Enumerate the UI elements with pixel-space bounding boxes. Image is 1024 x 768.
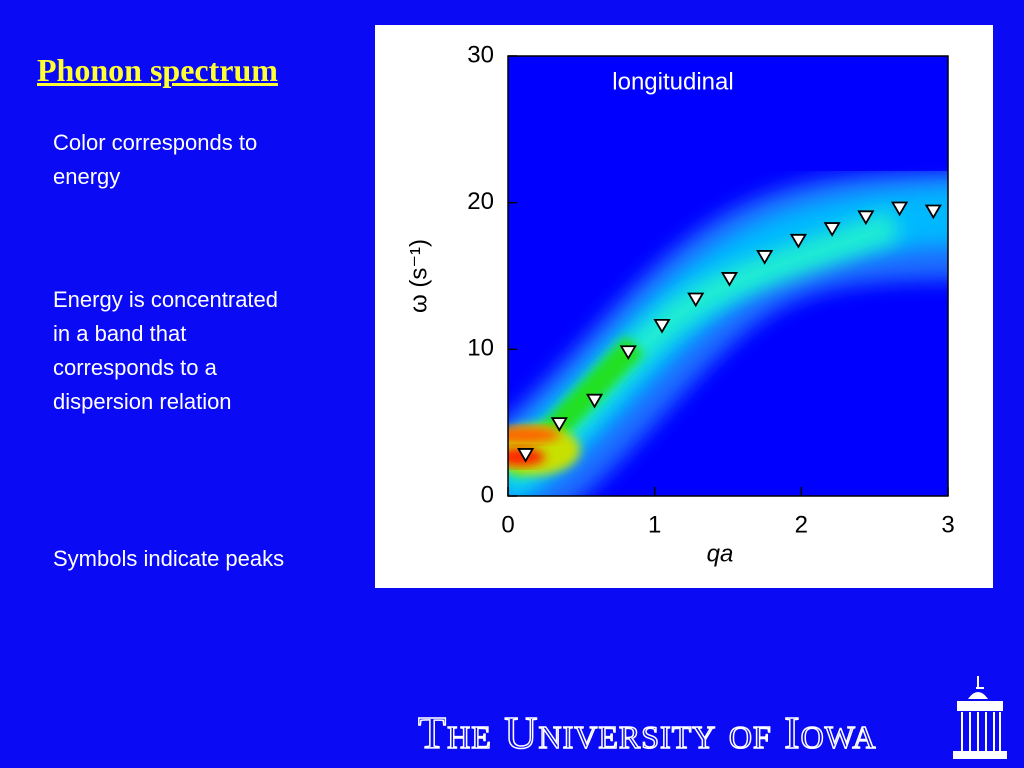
peak-marker (585, 393, 604, 409)
bullet: Color corresponds to energy (53, 130, 258, 189)
peak-marker (720, 272, 739, 287)
x-tick-label: 2 (795, 511, 808, 538)
peak-marker (857, 210, 875, 226)
peak-marker (687, 292, 705, 308)
y-tick-label: 20 (467, 188, 494, 215)
y-tick-label: 30 (467, 41, 494, 68)
peak-marker (924, 204, 942, 220)
bullet: Symbols indicate peaks (53, 546, 285, 571)
chart-panel: longitudinal qa ω (s⁻¹) 0 1 2 3 0 10 20 30 (375, 25, 993, 588)
logo (953, 676, 1007, 759)
plot-frame (507, 55, 949, 497)
peak-marker (619, 345, 637, 361)
x-tick-label: 3 (941, 511, 954, 538)
peak-marker (756, 250, 774, 265)
x-tick-label: 0 (501, 511, 514, 538)
y-axis-label: ω (s⁻¹) (405, 239, 432, 313)
peak-marker (891, 201, 909, 217)
slide-title: Phonon spectrum (37, 52, 278, 88)
y-tick-label: 10 (467, 335, 494, 362)
peak-marker (517, 448, 535, 463)
peak-marker (550, 417, 568, 432)
bullet: Energy is concentrated in a band that co… (53, 287, 279, 414)
chart-title: longitudinal (612, 68, 733, 95)
footer: The University of Iowa (417, 706, 877, 759)
x-tick-label: 1 (648, 511, 661, 538)
peak-marker (823, 222, 841, 237)
peak-marker (789, 233, 807, 249)
peak-marker (653, 318, 671, 334)
x-axis-label: qa (707, 540, 734, 567)
y-tick-label: 0 (481, 481, 494, 508)
